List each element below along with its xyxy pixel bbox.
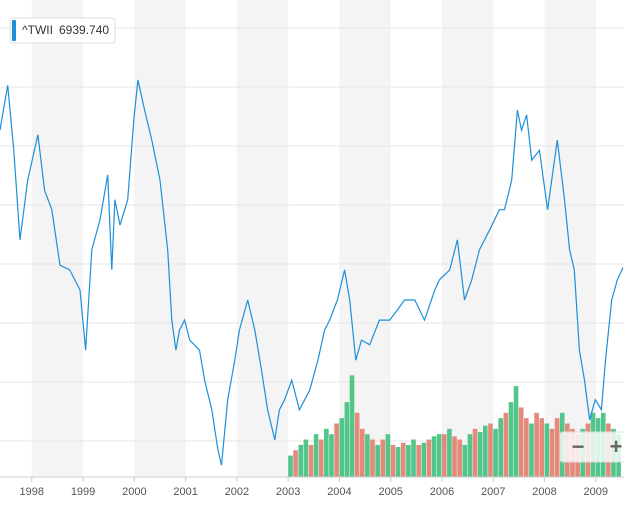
- x-tick-label: 1998: [20, 486, 44, 498]
- x-tick-label: 2004: [327, 486, 351, 498]
- year-band: [236, 0, 289, 477]
- volume-bar: [462, 444, 468, 477]
- volume-bar: [406, 444, 411, 477]
- volume-bar: [308, 444, 314, 477]
- volume-bar: [339, 418, 345, 477]
- volume-bar: [529, 423, 534, 477]
- volume-bar: [380, 439, 386, 477]
- volume-bar: [416, 444, 421, 477]
- volume-bar: [288, 455, 293, 477]
- zoom-out-button[interactable]: −: [572, 434, 585, 459]
- legend-box: [9, 17, 116, 44]
- volume-bar: [370, 439, 375, 477]
- volume-bar: [518, 407, 524, 477]
- volume-bar: [482, 425, 488, 477]
- volume-bar: [441, 434, 447, 477]
- volume-bar: [452, 436, 457, 477]
- x-tick-label: 1999: [71, 486, 95, 498]
- legend-swatch: [12, 20, 16, 41]
- volume-bar: [498, 418, 503, 477]
- x-tick-label: 2009: [584, 486, 608, 498]
- volume-bar: [365, 434, 370, 477]
- volume-bar: [436, 434, 442, 477]
- volume-bar: [349, 375, 355, 477]
- x-tick-label: 2006: [430, 486, 454, 498]
- volume-bar: [554, 418, 560, 477]
- volume-bar: [313, 434, 319, 477]
- x-tick-label: 2002: [225, 486, 249, 498]
- volume-bar: [457, 439, 462, 477]
- price-line: [0, 79, 624, 466]
- zoom-in-button[interactable]: +: [610, 434, 623, 459]
- volume-bar: [431, 436, 437, 477]
- volume-bar: [426, 439, 432, 477]
- x-tick-label: 2007: [481, 486, 505, 498]
- x-tick-label: 2008: [532, 486, 556, 498]
- volume-bar: [359, 428, 365, 477]
- volume-bar: [390, 444, 396, 477]
- volume-bar: [298, 444, 304, 477]
- volume-bar: [395, 447, 401, 477]
- volume-bar: [513, 386, 519, 477]
- volume-bar: [493, 428, 498, 477]
- volume-bar: [411, 439, 416, 477]
- volume-bar: [324, 428, 329, 477]
- volume-bar: [467, 434, 473, 477]
- x-tick-label: 2001: [173, 486, 197, 498]
- volume-bar: [385, 434, 391, 477]
- x-tick-label: 2000: [122, 486, 146, 498]
- volume-bar: [334, 423, 339, 477]
- volume-bar: [293, 450, 298, 477]
- volume-bar: [472, 428, 478, 477]
- volume-bar: [544, 423, 550, 477]
- volume-bar: [549, 428, 555, 477]
- zoom-panel: [559, 431, 624, 463]
- volume-bar: [524, 418, 529, 477]
- volume-bar: [329, 434, 334, 477]
- volume-bar: [503, 412, 509, 477]
- legend-value: 6939.740: [59, 23, 109, 37]
- volume-bar: [539, 418, 545, 477]
- year-band: [134, 0, 186, 477]
- volume-bar: [318, 439, 324, 477]
- x-tick-label: 2003: [276, 486, 300, 498]
- volume-bar: [354, 412, 360, 477]
- volume-bar: [344, 402, 350, 477]
- volume-bar: [477, 432, 483, 477]
- volume-bar: [508, 402, 514, 477]
- legend-name: ^TWII: [22, 23, 53, 37]
- volume-bar: [375, 444, 380, 477]
- x-tick-label: 2005: [378, 486, 402, 498]
- volume-bar: [488, 423, 493, 477]
- volume-bar: [421, 442, 427, 477]
- year-band: [339, 0, 391, 477]
- volume-bar: [534, 412, 539, 477]
- volume-bar: [400, 442, 406, 477]
- volume-bar: [303, 439, 309, 477]
- overlay: ^TWII 6939.740 − +: [9, 17, 624, 463]
- volume-bar: [447, 428, 452, 477]
- year-band: [31, 0, 84, 477]
